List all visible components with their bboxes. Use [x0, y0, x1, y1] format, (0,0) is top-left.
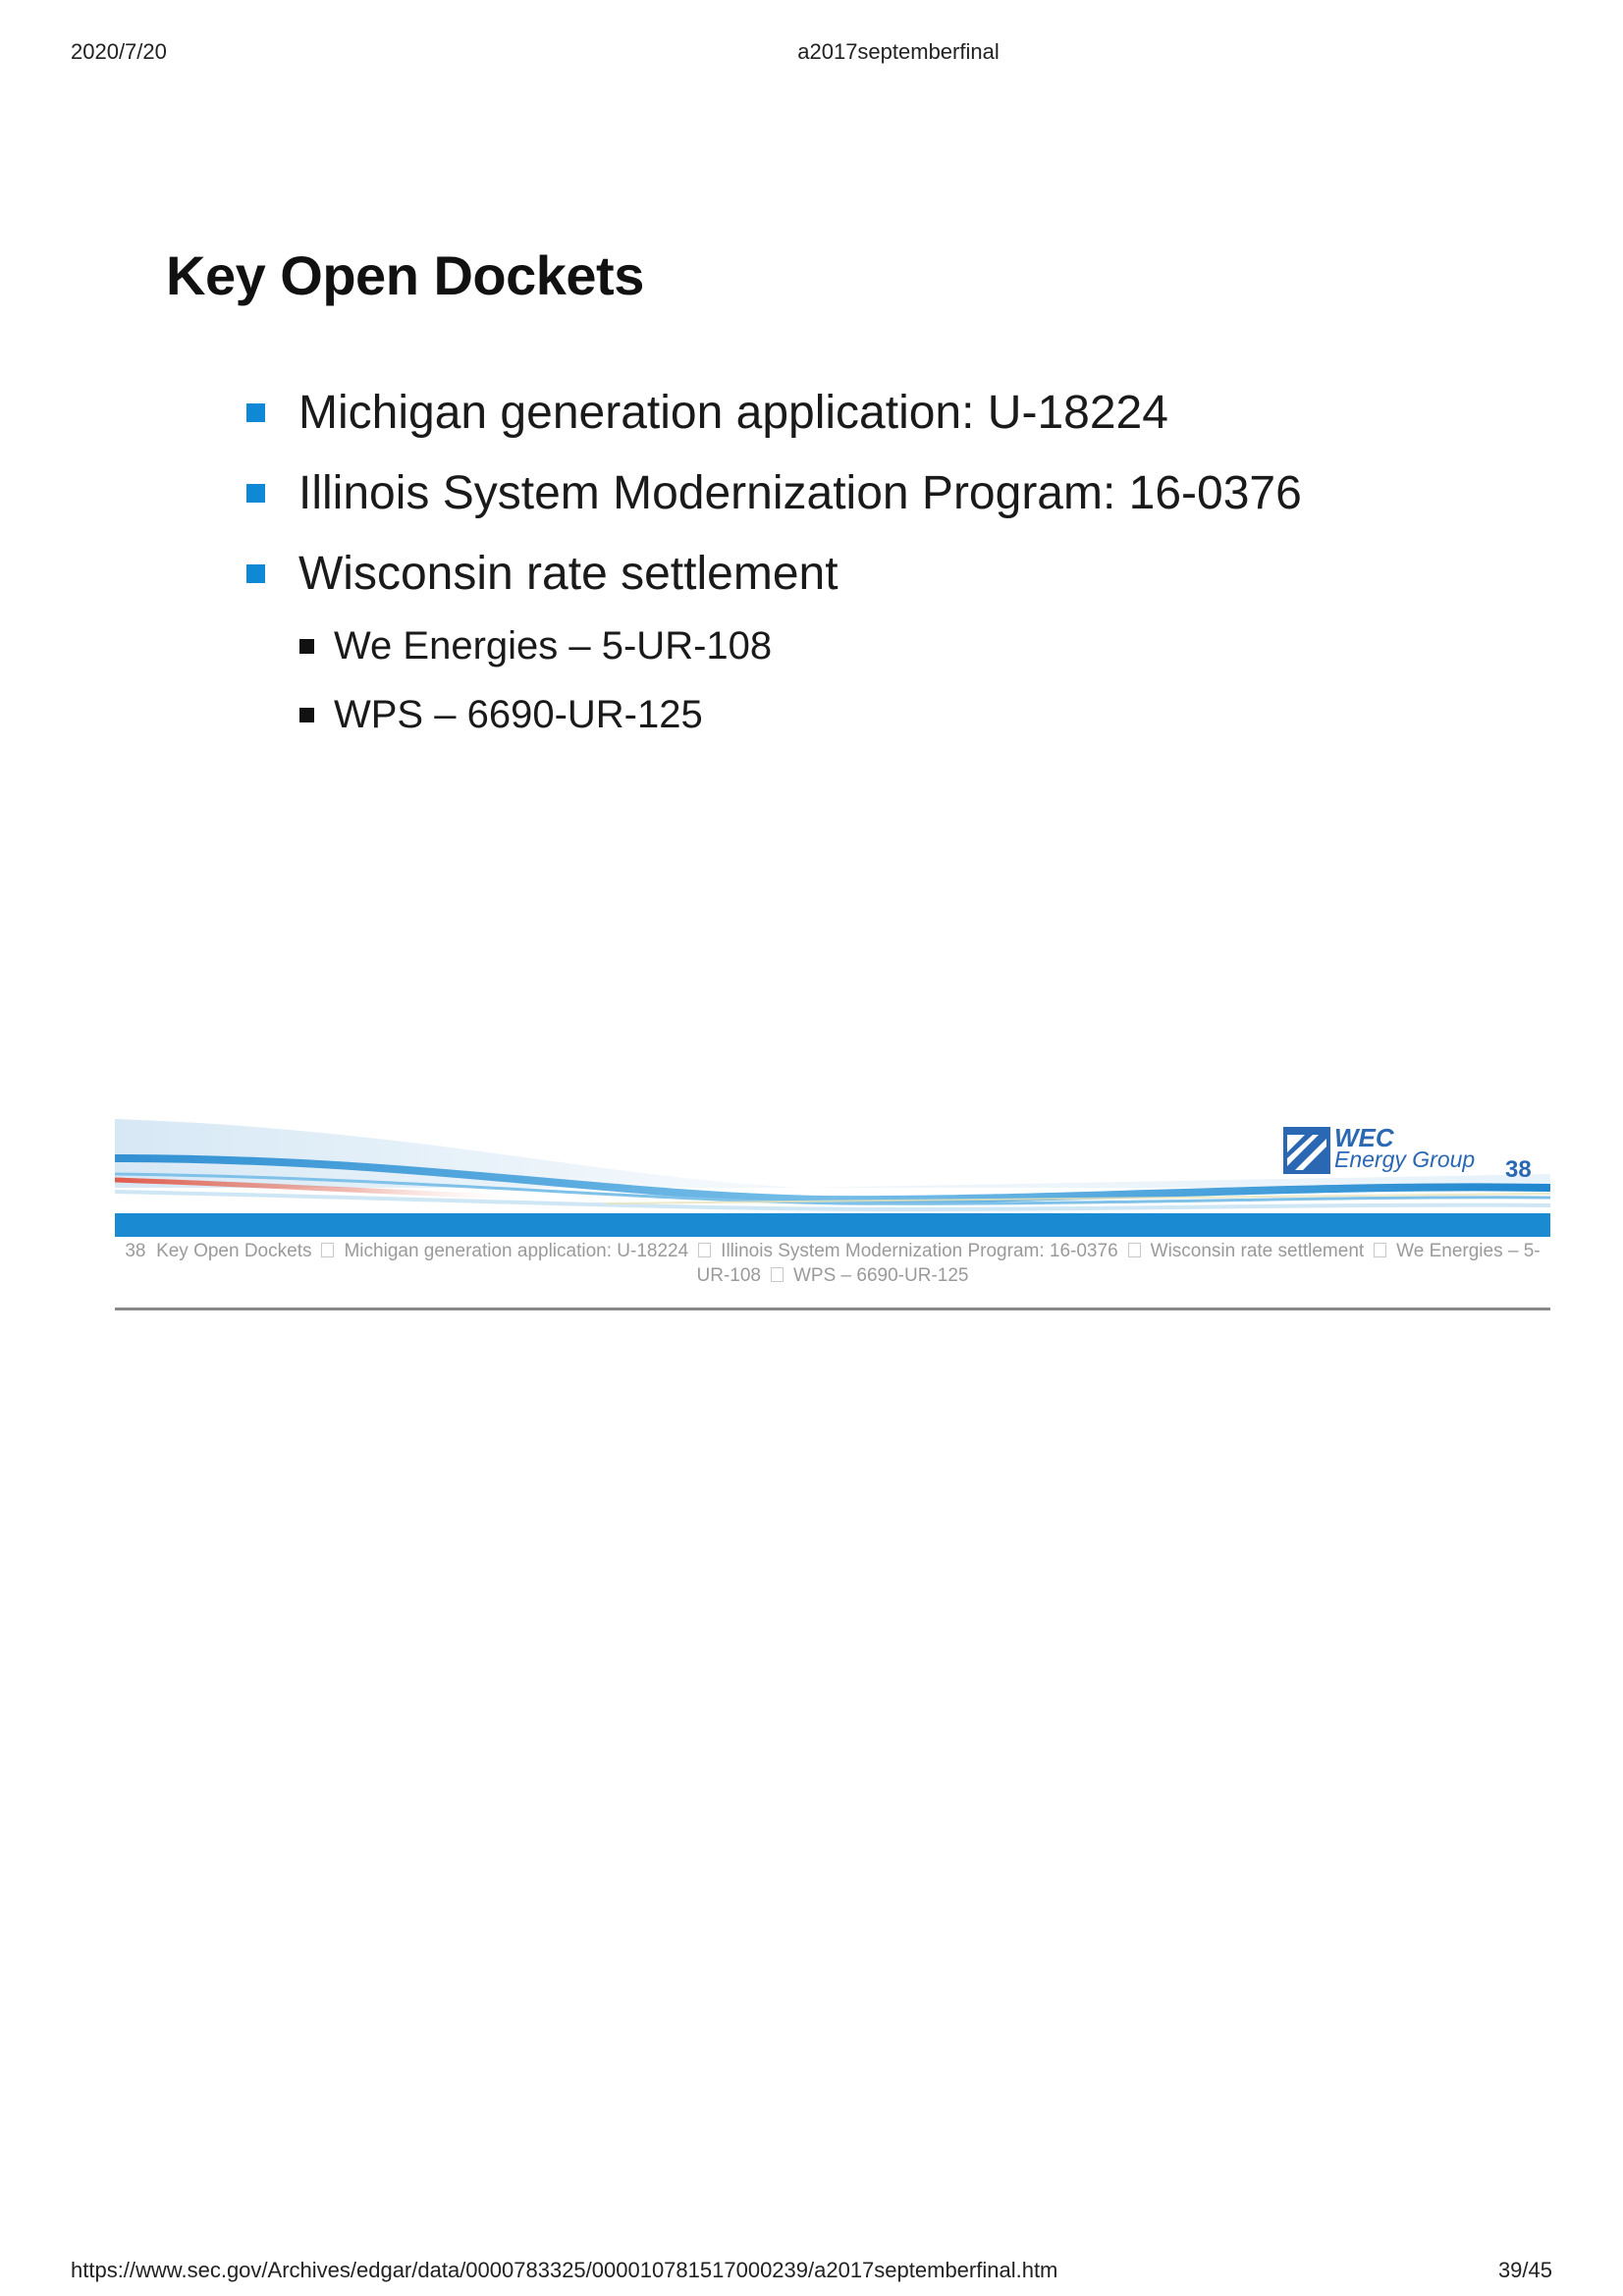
missing-glyph-icon: [1374, 1243, 1387, 1257]
slide: Key Open Dockets Michigan generation app…: [115, 177, 1550, 1237]
bullet-item: Wisconsin rate settlement: [246, 547, 839, 601]
missing-glyph-icon: [771, 1267, 784, 1282]
bullet-text: Michigan generation application: U-18224: [298, 387, 1168, 439]
notes-item: Illinois System Modernization Program: 1…: [721, 1241, 1118, 1261]
bullet-text: Illinois System Modernization Program: 1…: [298, 467, 1302, 519]
wec-logo: WEC Energy Group: [1283, 1123, 1480, 1182]
sub-bullet-item: We Energies – 5-UR-108: [299, 624, 772, 668]
notes-item: WPS – 6690-UR-125: [793, 1265, 969, 1286]
blue-square-bullet-icon: [246, 403, 265, 422]
missing-glyph-icon: [698, 1243, 712, 1257]
slide-title: Key Open Dockets: [166, 244, 644, 306]
sub-bullet-item: WPS – 6690-UR-125: [299, 693, 703, 737]
wave-banner: [115, 1119, 1550, 1237]
bullet-item: Michigan generation application: U-18224: [246, 386, 1168, 440]
source-url-link[interactable]: https://www.sec.gov/Archives/edgar/data/…: [71, 2258, 1058, 2282]
logo-text: WEC Energy Group: [1334, 1123, 1476, 1172]
slide-notes: 38 Key Open Dockets Michigan generation a…: [115, 1239, 1550, 1288]
wec-logo-mark-icon: [1283, 1127, 1330, 1174]
blue-square-bullet-icon: [246, 484, 265, 503]
logo-energy-group: Energy Group: [1334, 1147, 1476, 1172]
slide-page-number: 38: [1505, 1156, 1532, 1183]
sub-bullet-text: WPS – 6690-UR-125: [334, 693, 703, 736]
notes-item: We Energies – 5-UR-108: [696, 1241, 1541, 1286]
page-count: 39/45: [1497, 2258, 1552, 2282]
bullet-item: Illinois System Modernization Program: 1…: [246, 466, 1302, 520]
print-date: 2020/7/20: [71, 39, 167, 64]
blue-square-bullet-icon: [246, 564, 265, 583]
black-square-bullet-icon: [299, 639, 314, 654]
notes-item: Michigan generation application: U-18224: [344, 1241, 689, 1261]
logo-wec: WEC: [1334, 1123, 1394, 1152]
notes-title: Key Open Dockets: [156, 1241, 312, 1261]
bullet-text: Wisconsin rate settlement: [298, 548, 839, 600]
sub-bullet-text: We Energies – 5-UR-108: [334, 624, 773, 667]
document-title: a2017septemberfinal: [797, 39, 1000, 64]
notes-number: 38: [125, 1241, 146, 1261]
notes-item: Wisconsin rate settlement: [1150, 1241, 1365, 1261]
horizontal-rule: [115, 1308, 1550, 1310]
black-square-bullet-icon: [299, 708, 314, 722]
missing-glyph-icon: [1127, 1243, 1141, 1257]
missing-glyph-icon: [321, 1243, 335, 1257]
